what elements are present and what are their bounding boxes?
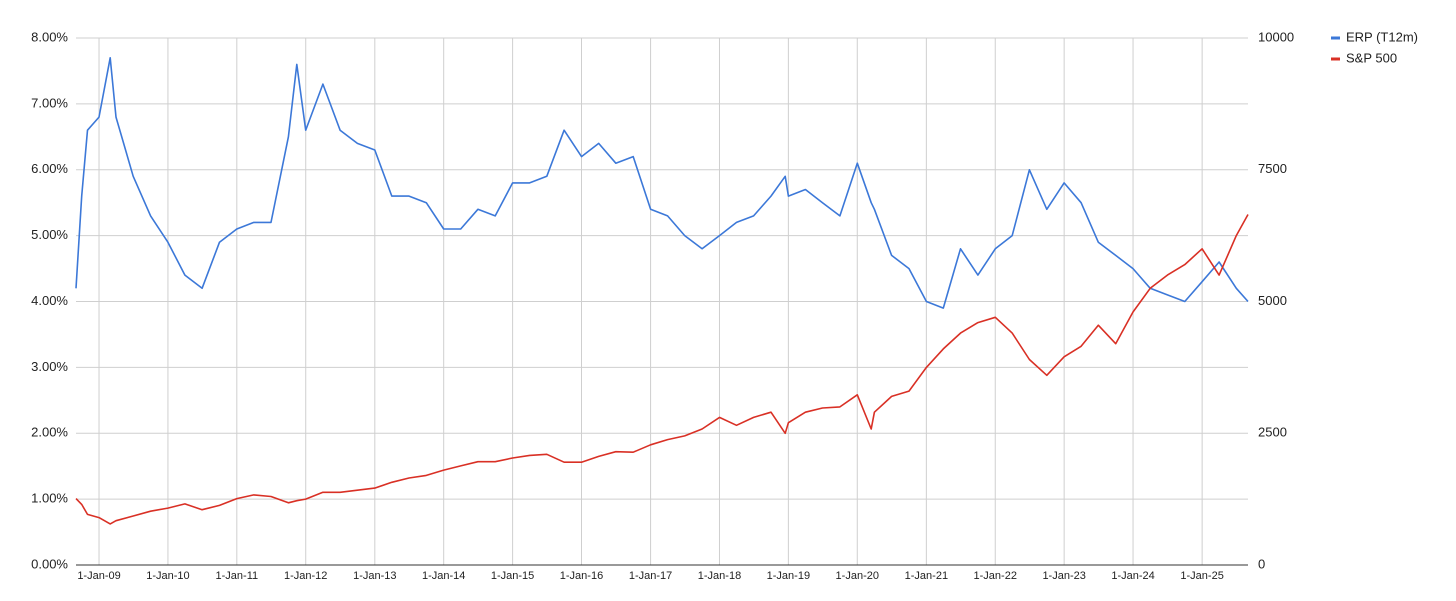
x-tick-label: 1-Jan-20 xyxy=(836,570,879,582)
y2-tick-label: 5000 xyxy=(1258,293,1287,308)
x-tick-label: 1-Jan-22 xyxy=(974,570,1017,582)
x-tick-label: 1-Jan-17 xyxy=(629,570,672,582)
x-tick-label: 1-Jan-24 xyxy=(1111,570,1154,582)
series-line xyxy=(75,214,1249,525)
x-tick-label: 1-Jan-21 xyxy=(905,570,948,582)
y2-tick-label: 0 xyxy=(1258,556,1265,571)
x-tick-label: 1-Jan-13 xyxy=(353,570,396,582)
y2-tick-label: 2500 xyxy=(1258,425,1287,440)
x-tick-label: 1-Jan-18 xyxy=(698,570,741,582)
y-tick-label: 8.00% xyxy=(31,29,68,44)
x-tick-label: 1-Jan-14 xyxy=(422,570,465,582)
x-tick-label: 1-Jan-10 xyxy=(146,570,189,582)
y-tick-label: 0.00% xyxy=(31,556,68,571)
y-tick-label: 7.00% xyxy=(31,95,68,110)
y2-tick-label: 7500 xyxy=(1258,161,1287,176)
y-tick-label: 5.00% xyxy=(31,227,68,242)
x-tick-label: 1-Jan-23 xyxy=(1042,570,1085,582)
y-tick-label: 1.00% xyxy=(31,491,68,506)
x-tick-label: 1-Jan-09 xyxy=(77,570,120,582)
legend-label: S&P 500 xyxy=(1346,50,1397,65)
y-tick-label: 3.00% xyxy=(31,359,68,374)
x-tick-label: 1-Jan-16 xyxy=(560,570,603,582)
legend-label: ERP (T12m) xyxy=(1346,29,1418,44)
series-line xyxy=(75,57,1249,309)
x-tick-label: 1-Jan-15 xyxy=(491,570,534,582)
y-tick-label: 6.00% xyxy=(31,161,68,176)
x-tick-label: 1-Jan-25 xyxy=(1180,570,1223,582)
x-tick-label: 1-Jan-11 xyxy=(216,570,259,582)
x-tick-label: 1-Jan-12 xyxy=(284,570,327,582)
y-tick-label: 4.00% xyxy=(31,293,68,308)
x-tick-label: 1-Jan-19 xyxy=(767,570,810,582)
y-tick-label: 2.00% xyxy=(31,425,68,440)
y2-tick-label: 10000 xyxy=(1258,29,1294,44)
